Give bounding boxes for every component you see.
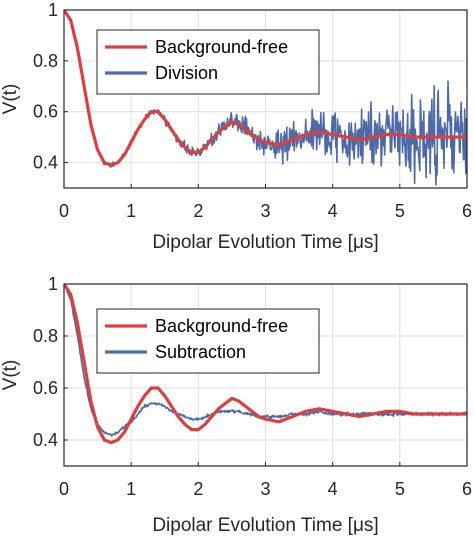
y-tick-label: 0.4: [33, 430, 58, 450]
x-tick-label: 1: [126, 479, 136, 499]
x-tick-label: 4: [328, 479, 338, 499]
x-axis-label: Dipolar Evolution Time [μs]: [152, 232, 378, 253]
y-tick-label: 0.6: [33, 102, 58, 122]
bottom-chart-panel: 0 1 2 3 4 5 6 0.4 0.6 0.8 1 Dipolar Evolution Time …: [0, 274, 472, 536]
x-tick-label: 4: [328, 201, 338, 221]
x-tick-label: 6: [462, 479, 472, 499]
legend-label: Division: [155, 63, 218, 83]
legend: Background-free Subtraction: [96, 308, 320, 374]
x-tick-label: 2: [193, 201, 203, 221]
x-tick-label: 3: [260, 479, 270, 499]
series-line-background-free: [64, 10, 467, 167]
y-tick-label: 0.6: [33, 378, 58, 398]
x-tick-label: 2: [193, 479, 203, 499]
x-axis-label: Dipolar Evolution Time [μs]: [152, 515, 378, 536]
x-tick-label: 0: [59, 201, 69, 221]
x-tick-label: 5: [395, 479, 405, 499]
legend-label: Subtraction: [155, 342, 246, 362]
y-tick-label: 1: [48, 274, 58, 294]
legend-label: Background-free: [155, 37, 288, 57]
top-chart-panel: 0 1 2 3 4 5 6 0.4 0.6 0.8 1 Dipolar Evolution Time …: [0, 0, 472, 253]
series-group: [64, 10, 467, 186]
legend: Background-free Division: [96, 29, 320, 95]
legend-box: [96, 29, 320, 95]
y-tick-label: 0.8: [33, 51, 58, 71]
legend-box: [96, 308, 320, 374]
legend-label: Background-free: [155, 316, 288, 336]
x-tick-label: 5: [395, 201, 405, 221]
y-axis-label: V(t): [0, 360, 21, 391]
series-line-background-free: [64, 284, 467, 445]
y-axis-label: V(t): [0, 84, 21, 115]
x-tick-label: 0: [59, 479, 69, 499]
x-tick-label: 1: [126, 201, 136, 221]
y-tick-label: 0.8: [33, 326, 58, 346]
y-tick-label: 0.4: [33, 153, 58, 173]
series-group: [64, 284, 467, 445]
y-tick-label: 1: [48, 0, 58, 20]
x-tick-label: 6: [462, 201, 472, 221]
x-tick-label: 3: [260, 201, 270, 221]
